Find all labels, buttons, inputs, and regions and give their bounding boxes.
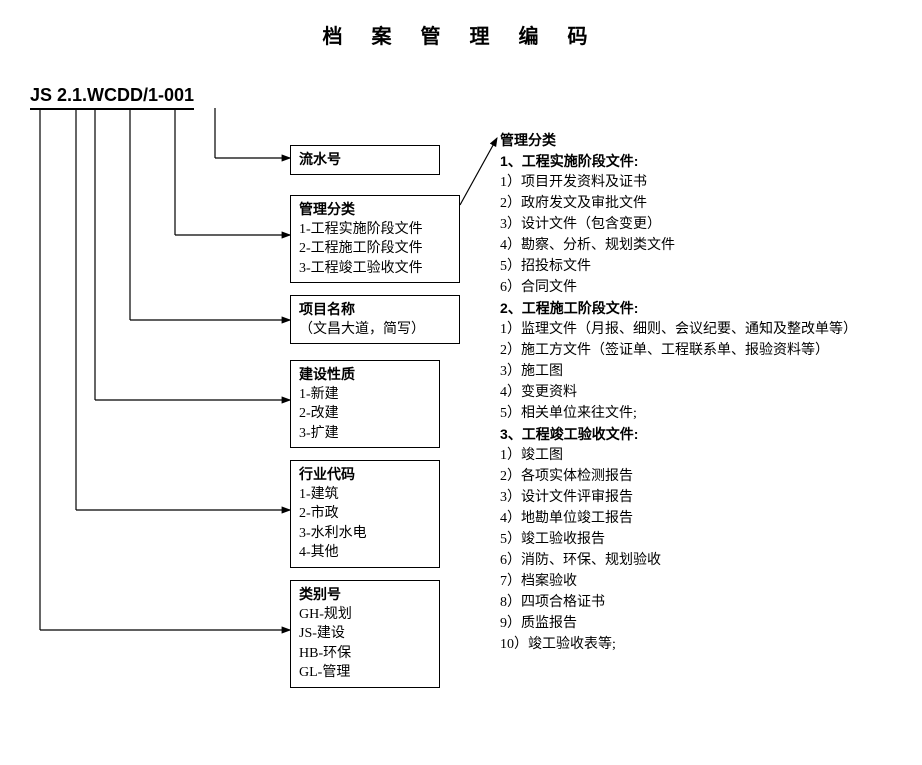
box-line: 1-新建 [299, 385, 431, 405]
section-item: 4）地勘单位竣工报告 [500, 508, 900, 529]
section-header: 1、工程实施阶段文件: [500, 151, 900, 172]
section-item: 10）竣工验收表等; [500, 634, 900, 655]
section-item: 2）政府发文及审批文件 [500, 193, 900, 214]
box-line: GL-管理 [299, 663, 431, 683]
box-line: （文昌大道，简写） [299, 320, 451, 340]
section-header: 2、工程施工阶段文件: [500, 298, 900, 319]
section-item: 3）设计文件（包含变更） [500, 214, 900, 235]
box-mgmt: 管理分类1-工程实施阶段文件2-工程施工阶段文件3-工程竣工验收文件 [290, 195, 460, 283]
box-line: GH-规划 [299, 605, 431, 625]
box-title: 类别号 [299, 585, 431, 605]
section-item: 1）监理文件（月报、细则、会议纪要、通知及整改单等） [500, 319, 900, 340]
section-item: 4）勘察、分析、规划类文件 [500, 235, 900, 256]
mgmt-classification-panel: 管理分类1、工程实施阶段文件:1）项目开发资料及证书2）政府发文及审批文件3）设… [500, 130, 900, 655]
box-line: 2-市政 [299, 504, 431, 524]
section-item: 2）施工方文件（签证单、工程联系单、报验资料等） [500, 340, 900, 361]
box-line: 2-改建 [299, 404, 431, 424]
code-string: JS 2.1.WCDD/1-001 [30, 85, 194, 110]
box-line: 2-工程施工阶段文件 [299, 239, 451, 259]
section-item: 5）竣工验收报告 [500, 529, 900, 550]
diagram-title: 档 案 管 理 编 码 [0, 20, 922, 49]
box-serial: 流水号 [290, 145, 440, 175]
section-item: 3）设计文件评审报告 [500, 487, 900, 508]
box-title: 流水号 [299, 150, 431, 170]
section-item: 1）竣工图 [500, 445, 900, 466]
box-line: 3-工程竣工验收文件 [299, 259, 451, 279]
section-item: 4）变更资料 [500, 382, 900, 403]
box-line: 4-其他 [299, 543, 431, 563]
section-item: 9）质监报告 [500, 613, 900, 634]
box-line: 1-工程实施阶段文件 [299, 220, 451, 240]
box-project: 项目名称（文昌大道，简写） [290, 295, 460, 344]
section-header: 3、工程竣工验收文件: [500, 424, 900, 445]
section-item: 5）相关单位来往文件; [500, 403, 900, 424]
box-title: 行业代码 [299, 465, 431, 485]
section-item: 2）各项实体检测报告 [500, 466, 900, 487]
right-panel-title: 管理分类 [500, 130, 900, 151]
box-category: 类别号GH-规划JS-建设HB-环保GL-管理 [290, 580, 440, 688]
box-title: 建设性质 [299, 365, 431, 385]
box-build_type: 建设性质1-新建2-改建3-扩建 [290, 360, 440, 448]
section-item: 5）招投标文件 [500, 256, 900, 277]
section-item: 1）项目开发资料及证书 [500, 172, 900, 193]
section-item: 8）四项合格证书 [500, 592, 900, 613]
box-line: 3-水利水电 [299, 524, 431, 544]
box-line: HB-环保 [299, 644, 431, 664]
box-line: 3-扩建 [299, 424, 431, 444]
box-title: 项目名称 [299, 300, 451, 320]
section-item: 6）消防、环保、规划验收 [500, 550, 900, 571]
box-line: JS-建设 [299, 624, 431, 644]
box-title: 管理分类 [299, 200, 451, 220]
box-line: 1-建筑 [299, 485, 431, 505]
section-item: 6）合同文件 [500, 277, 900, 298]
section-item: 7）档案验收 [500, 571, 900, 592]
section-item: 3）施工图 [500, 361, 900, 382]
box-industry: 行业代码1-建筑2-市政3-水利水电4-其他 [290, 460, 440, 568]
